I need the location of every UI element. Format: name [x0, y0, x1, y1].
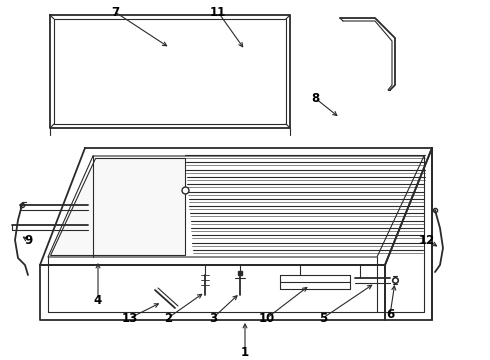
Text: 5: 5 — [319, 311, 327, 324]
Text: 3: 3 — [209, 311, 217, 324]
Text: 12: 12 — [419, 234, 435, 247]
Text: 13: 13 — [122, 311, 138, 324]
Text: 9: 9 — [24, 234, 32, 247]
Text: 2: 2 — [164, 311, 172, 324]
Text: 11: 11 — [210, 5, 226, 18]
Text: 4: 4 — [94, 293, 102, 306]
Text: 6: 6 — [386, 309, 394, 321]
Text: 8: 8 — [311, 91, 319, 104]
Text: 10: 10 — [259, 311, 275, 324]
Text: 1: 1 — [241, 346, 249, 359]
Polygon shape — [50, 158, 185, 255]
Text: 7: 7 — [111, 5, 119, 18]
